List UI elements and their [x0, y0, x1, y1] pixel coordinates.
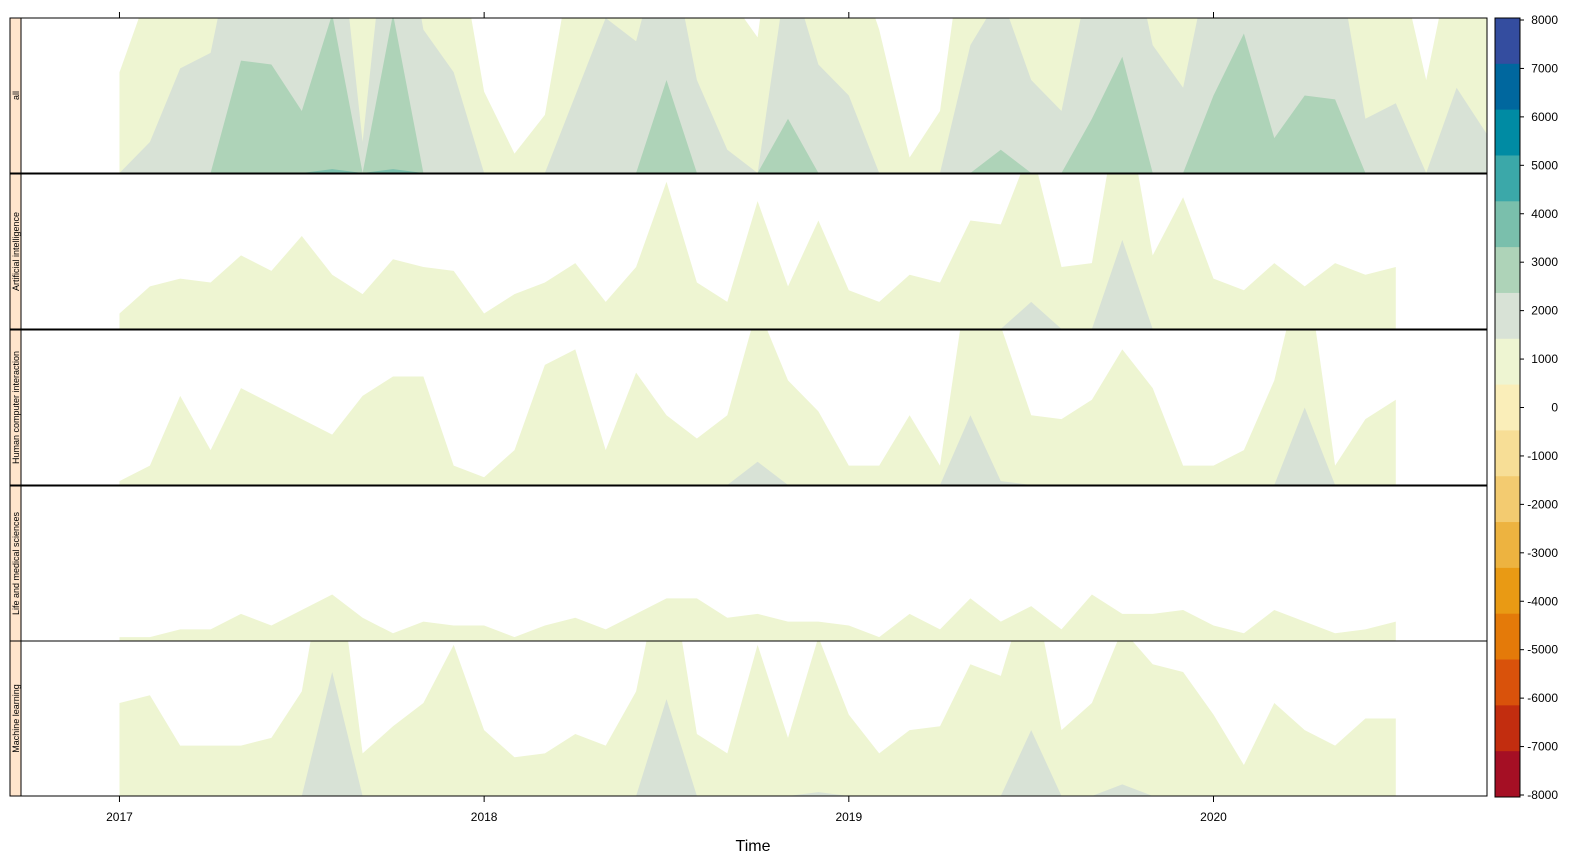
x-tick-label: 2019	[835, 810, 862, 824]
color-key-label: 7000	[1531, 61, 1558, 75]
color-key-label: -1000	[1527, 449, 1558, 463]
strip-background	[9, 640, 22, 797]
series-area	[119, 330, 1396, 485]
x-axis: 2017 2018 2019 2020	[106, 12, 1227, 824]
color-key-swatch	[1495, 751, 1520, 798]
strip: Artificial intelligence	[9, 173, 22, 330]
color-key-label: 0	[1551, 401, 1558, 415]
x-axis-title: Time	[736, 838, 771, 855]
color-key-swatch	[1495, 201, 1520, 248]
color-key-label: -3000	[1527, 546, 1558, 560]
color-key-swatch	[1495, 155, 1520, 202]
strip: all	[9, 17, 22, 174]
color-key-label: -7000	[1527, 740, 1558, 754]
strip: Machine learning	[9, 640, 22, 797]
color-key-label: 1000	[1531, 352, 1558, 366]
strip-labels: all Artificial intelligence Human computer…	[9, 17, 22, 797]
strip-label: all	[11, 91, 21, 100]
series-area	[119, 641, 1396, 796]
color-key-swatch	[1495, 613, 1520, 661]
panel-life-and-medical-sciences	[20, 485, 1488, 642]
strip: Life and medical sciences	[9, 485, 22, 642]
color-key-label: 2000	[1531, 304, 1558, 318]
panels	[20, 17, 1488, 797]
color-key-label: -2000	[1527, 497, 1558, 511]
color-key-swatch	[1495, 384, 1520, 431]
strip-background	[9, 17, 22, 174]
strip-label: Artificial intelligence	[11, 212, 21, 291]
color-key-label: 5000	[1531, 158, 1558, 172]
color-key-swatch	[1495, 659, 1520, 706]
panel-artificial-intelligence	[20, 173, 1488, 330]
band-2000-3000-area	[119, 407, 1396, 485]
color-key-label: 4000	[1531, 207, 1558, 221]
color-key-swatch	[1495, 292, 1520, 340]
color-key-label: -5000	[1527, 643, 1558, 657]
color-key-swatch	[1495, 522, 1520, 569]
band-6000-7000-area	[119, 169, 1487, 173]
panel-all	[20, 17, 1488, 174]
strip: Human computer interaction	[9, 329, 22, 486]
strip-label: Human computer interaction	[11, 351, 21, 464]
color-key-swatch	[1495, 18, 1520, 65]
panel-human-computer-interaction	[20, 329, 1488, 486]
color-key-label: -8000	[1527, 788, 1558, 802]
color-key-label: 8000	[1531, 13, 1558, 27]
color-key-label: 3000	[1531, 255, 1558, 269]
color-key-swatch	[1495, 247, 1520, 294]
x-tick-label: 2018	[471, 810, 498, 824]
strip-label: Life and medical sciences	[11, 511, 21, 615]
band-0-1000-area	[119, 641, 1396, 796]
panel-machine-learning	[20, 640, 1488, 797]
color-key-label: -6000	[1527, 691, 1558, 705]
series-area	[119, 174, 1396, 329]
color-key-swatch	[1495, 430, 1520, 477]
color-key-swatch	[1495, 705, 1520, 752]
strip-background	[9, 173, 22, 330]
color-key: 8000 7000 6000 5000 4000 3000 2000 1000 0 -1000 -2…	[1494, 13, 1558, 802]
x-tick-label: 2017	[106, 810, 133, 824]
color-key-label: -4000	[1527, 594, 1558, 608]
band-2000-3000-area	[119, 18, 1487, 173]
band-0-1000-area	[119, 174, 1396, 329]
color-key-swatch	[1495, 338, 1520, 386]
series-area	[119, 594, 1396, 641]
x-tick-label: 2020	[1200, 810, 1227, 824]
color-key-swatch	[1495, 109, 1520, 156]
color-key-swatch	[1495, 567, 1520, 615]
band-0-1000-area	[119, 330, 1396, 485]
color-key-swatch	[1495, 63, 1520, 111]
strip-label: Machine learning	[11, 684, 21, 753]
color-key-label: 6000	[1531, 110, 1558, 124]
strip-background	[9, 329, 22, 486]
color-key-swatch	[1495, 476, 1520, 523]
series-area	[119, 18, 1487, 173]
band-4000-5000-area	[119, 18, 1487, 173]
band-0-1000-area	[119, 594, 1396, 641]
